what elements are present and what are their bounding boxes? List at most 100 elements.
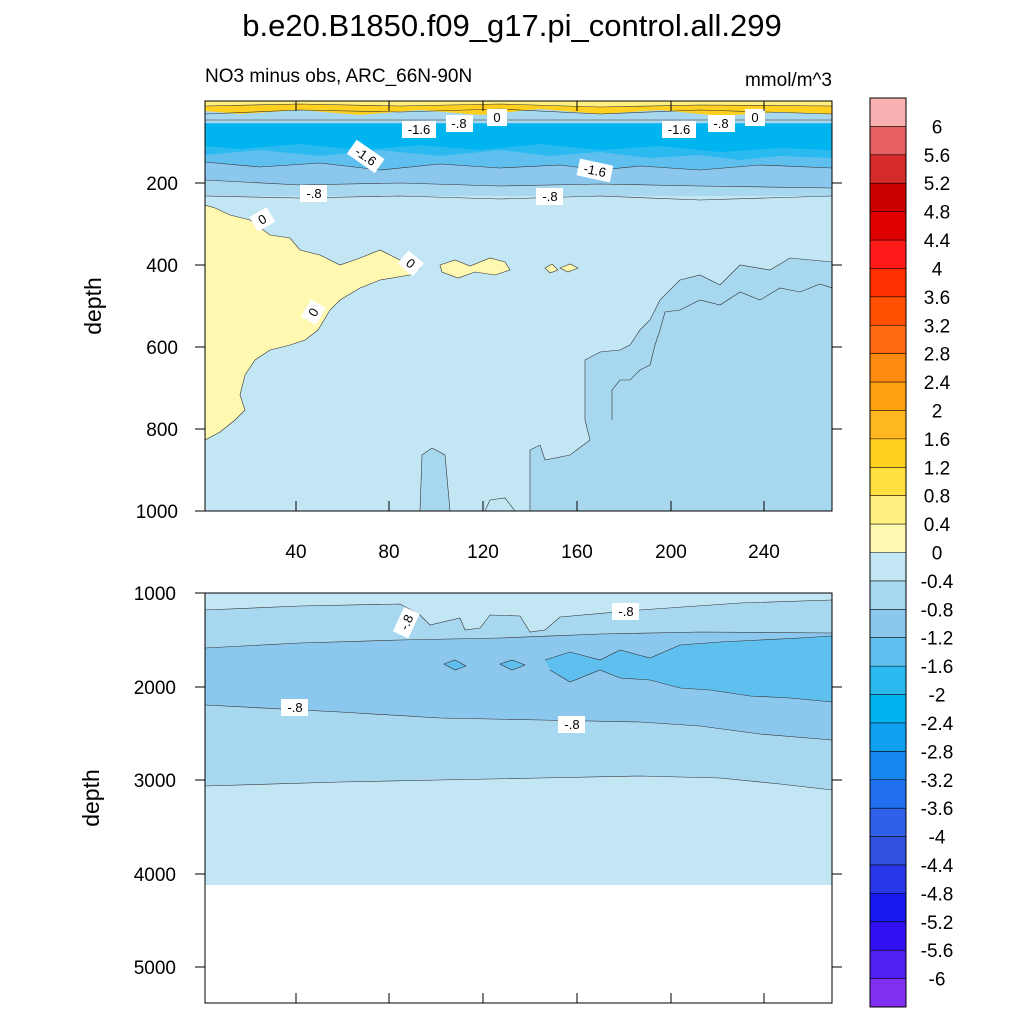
upper-contour-label: 0: [397, 250, 424, 277]
upper-blob-positive-2: [544, 263, 559, 274]
lower-contour-lines: [205, 599, 832, 791]
svg-text:-.8: -.8: [713, 116, 728, 131]
colorbar-swatch: [870, 694, 906, 724]
lower-contour-label: -.8: [392, 606, 420, 639]
y-tick-label: 1000: [136, 502, 178, 523]
colorbar-level-label: 2.4: [924, 373, 951, 394]
units-label: mmol/m^3: [745, 70, 832, 91]
colorbar-level-label: 2: [932, 401, 943, 422]
svg-text:-.8: -.8: [618, 604, 633, 619]
y-tick-label: 3000: [134, 771, 176, 792]
svg-text:-.8: -.8: [306, 186, 321, 201]
x-tick-label: 200: [655, 542, 687, 563]
colorbar-level-label: -1.2: [921, 629, 954, 650]
y-tick-label: 800: [146, 420, 178, 441]
colorbar-swatch: [870, 921, 906, 951]
upper-contour-label: -.8: [536, 188, 563, 205]
colorbar-swatch: [870, 268, 906, 298]
colorbar-level-label: 3.6: [924, 288, 950, 309]
upper-contour-label: 0: [301, 299, 326, 326]
colorbar-swatch: [870, 978, 906, 1008]
colorbar-level-label: -4: [929, 828, 946, 849]
colorbar-level-label: -2.8: [921, 742, 954, 763]
upper-y-ticks: [195, 182, 842, 512]
y-tick-label: 1000: [134, 584, 176, 605]
svg-text:0: 0: [493, 110, 500, 125]
lower-region-minus16: [545, 636, 832, 702]
upper-panel-frame: [204, 100, 833, 512]
colorbar-level-label: 4.8: [924, 203, 950, 224]
upper-contour-labels: -1.6 -.8 0 -1.6 -.8 0 -1.6 -1.6 -.8 -.8 …: [249, 109, 765, 326]
colorbar-level-label: 3.2: [924, 316, 950, 337]
upper-region-minus08-right: [600, 284, 832, 511]
colorbar-level-label: 4.4: [924, 231, 951, 252]
colorbar-level-label: -5.2: [921, 913, 954, 934]
x-tick-label: 240: [748, 542, 780, 563]
y-tick-label: 4000: [134, 865, 176, 886]
upper-contour-label: -1.6: [662, 121, 696, 138]
colorbar-swatch: [870, 325, 906, 354]
colorbar-swatch: [870, 126, 906, 156]
upper-x-ticks: [295, 101, 765, 511]
svg-text:-.8: -.8: [287, 700, 302, 715]
x-tick-label: 160: [561, 542, 593, 563]
colorbar-level-label: -5.6: [921, 941, 954, 962]
colorbar-swatch: [870, 467, 906, 496]
svg-text:-.8: -.8: [542, 189, 557, 204]
colorbar-level-label: 4: [932, 259, 943, 280]
svg-text:-1.6: -1.6: [668, 122, 690, 137]
y-tick-label: 200: [146, 174, 178, 195]
x-tick-label: 80: [378, 542, 399, 563]
colorbar-swatch: [870, 154, 906, 184]
svg-text:-1.6: -1.6: [582, 161, 607, 180]
upper-y-tick-labels: 200 400 600 800 1000: [136, 174, 178, 523]
colorbar-swatch: [870, 183, 906, 212]
lower-y-ticks: [195, 592, 842, 968]
colorbar-swatch: [870, 211, 906, 241]
upper-surface-positive-04: [205, 101, 832, 107]
lower-contour-label: -.8: [281, 699, 308, 716]
colorbar-level-label: -3.6: [921, 799, 954, 820]
lower-panel-frame: [204, 592, 833, 1004]
lower-y-axis-label: depth: [78, 769, 104, 827]
lower-contour-label: -.8: [558, 716, 585, 733]
upper-contour-label: -.8: [446, 115, 473, 132]
upper-contour-label: 0: [745, 109, 765, 126]
upper-blob-positive-1: [439, 257, 511, 279]
colorbar-level-label: -2: [929, 686, 946, 707]
lower-blob-2: [499, 659, 526, 671]
x-tick-label: 40: [285, 542, 306, 563]
figure-title: b.e20.B1850.f09_g17.pi_control.all.299: [242, 8, 782, 43]
upper-contour-label: -.8: [708, 115, 735, 132]
upper-contour-label: -.8: [300, 185, 327, 202]
colorbar-swatch: [870, 296, 906, 326]
lower-y-tick-labels: 1000 2000 3000 4000 5000: [134, 584, 176, 979]
colorbar-swatch: [870, 98, 906, 127]
y-tick-label: 5000: [134, 958, 176, 979]
colorbar-swatch: [870, 666, 906, 695]
colorbar-level-label: 5.2: [924, 174, 950, 195]
upper-y-axis-label: depth: [80, 277, 106, 335]
colorbar-swatch: [870, 438, 906, 468]
colorbar-swatch: [870, 950, 906, 979]
colorbar-level-label: -1.6: [921, 657, 954, 678]
colorbar-level-label: 2.8: [924, 345, 950, 366]
colorbar-swatch: [870, 524, 906, 553]
upper-x-tick-labels: 40 80 120 160 200 240: [285, 542, 779, 563]
colorbar-level-label: 0.4: [924, 515, 951, 536]
colorbar-swatch: [870, 836, 906, 866]
lower-contour-label: -.8: [612, 603, 639, 620]
colorbar-level-label: -0.4: [921, 572, 954, 593]
colorbar-swatch: [870, 552, 906, 582]
colorbar-level-label: 6: [932, 117, 943, 138]
colorbar-swatch: [870, 722, 906, 752]
colorbar-swatch: [870, 751, 906, 781]
colorbar-swatch: [870, 609, 906, 639]
upper-contour-label: -1.6: [576, 158, 614, 183]
colorbar-level-label: -6: [929, 970, 946, 991]
lower-x-ticks: [295, 993, 765, 1003]
svg-text:-.8: -.8: [451, 116, 466, 131]
colorbar-level-label: -0.8: [921, 600, 954, 621]
colorbar-swatch: [870, 495, 906, 525]
